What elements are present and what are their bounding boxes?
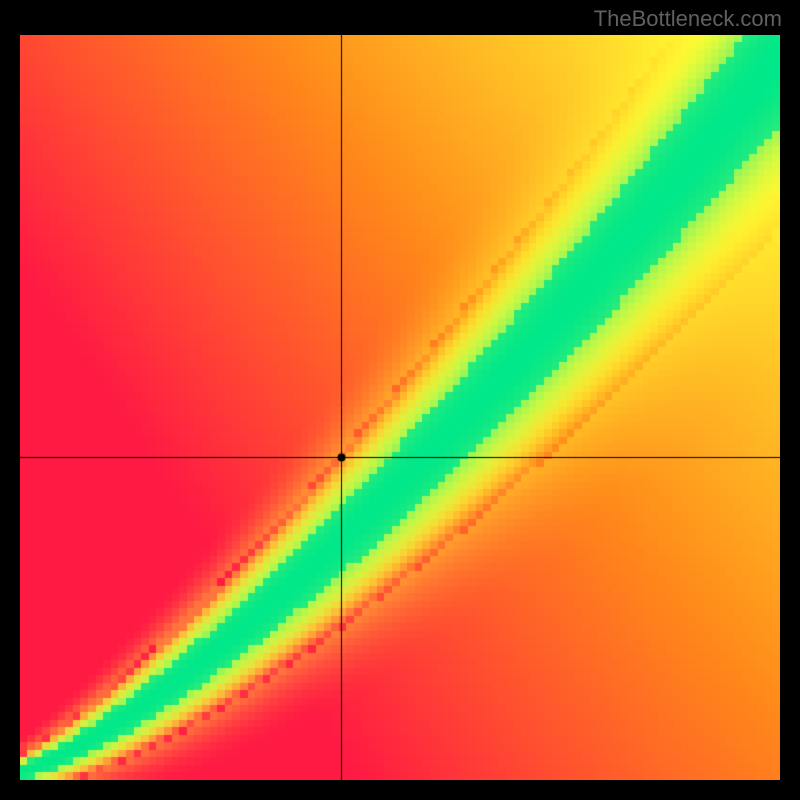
chart-container: TheBottleneck.com [0, 0, 800, 800]
watermark-label: TheBottleneck.com [594, 6, 782, 32]
heatmap-canvas [20, 35, 780, 780]
heatmap-plot [20, 35, 780, 780]
